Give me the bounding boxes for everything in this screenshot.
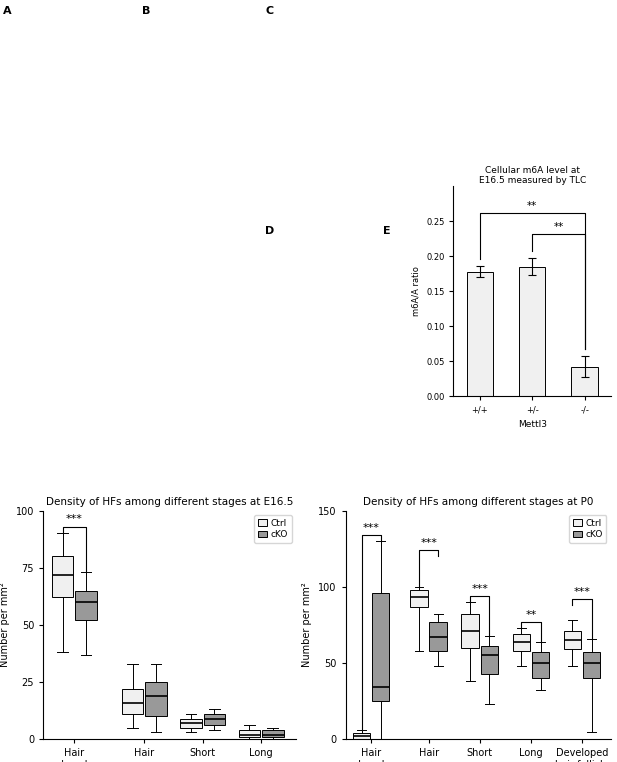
PathPatch shape	[146, 682, 167, 716]
Text: PCAD: PCAD	[164, 496, 184, 505]
PathPatch shape	[262, 730, 284, 737]
Text: ***: ***	[66, 514, 83, 524]
Text: ***: ***	[471, 584, 488, 594]
PathPatch shape	[429, 622, 447, 651]
PathPatch shape	[583, 652, 600, 678]
PathPatch shape	[462, 614, 479, 648]
Text: A: A	[3, 6, 12, 16]
Text: cKO (P0): cKO (P0)	[513, 407, 549, 416]
Text: ***: ***	[420, 538, 437, 548]
PathPatch shape	[239, 730, 260, 737]
Text: Ctrl (E16.5): Ctrl (E16.5)	[50, 407, 98, 416]
Bar	[519, 267, 545, 396]
Text: **: **	[525, 610, 537, 620]
PathPatch shape	[513, 634, 530, 651]
Text: E: E	[383, 226, 390, 236]
PathPatch shape	[52, 556, 73, 597]
PathPatch shape	[180, 719, 202, 728]
Title: Density of HFs among different stages at P0: Density of HFs among different stages at…	[363, 497, 594, 507]
Legend: Ctrl, cKO: Ctrl, cKO	[254, 515, 292, 543]
Text: Ctrl (P0): Ctrl (P0)	[365, 407, 400, 416]
Text: ***: ***	[363, 523, 379, 533]
Text: ***: ***	[574, 587, 590, 597]
PathPatch shape	[122, 689, 143, 714]
Text: PCAD: PCAD	[472, 496, 493, 505]
Text: PCAD: PCAD	[318, 496, 339, 505]
Y-axis label: Number per mm²: Number per mm²	[0, 582, 10, 668]
Text: PCAD: PCAD	[9, 496, 30, 505]
Y-axis label: m6A/A ratio: m6A/A ratio	[412, 266, 421, 316]
Bar	[466, 271, 493, 396]
Text: B: B	[142, 6, 151, 16]
PathPatch shape	[353, 733, 370, 739]
Text: F: F	[3, 407, 10, 417]
Text: **: **	[553, 222, 563, 232]
Text: D: D	[265, 226, 275, 236]
Legend: Ctrl, cKO: Ctrl, cKO	[569, 515, 607, 543]
PathPatch shape	[564, 631, 581, 649]
Text: **: **	[527, 200, 537, 211]
Title: Cellular m6A level at
E16.5 measured by TLC: Cellular m6A level at E16.5 measured by …	[479, 166, 586, 185]
Bar	[571, 367, 598, 396]
PathPatch shape	[532, 652, 549, 678]
Title: Density of HFs among different stages at E16.5: Density of HFs among different stages at…	[46, 497, 293, 507]
PathPatch shape	[481, 646, 498, 674]
PathPatch shape	[204, 714, 225, 725]
PathPatch shape	[372, 593, 389, 701]
X-axis label: Mettl3: Mettl3	[518, 420, 547, 429]
PathPatch shape	[75, 591, 97, 620]
Text: cKO (E16.5): cKO (E16.5)	[197, 407, 247, 416]
Text: C: C	[265, 6, 273, 16]
Y-axis label: Number per mm²: Number per mm²	[302, 582, 312, 668]
PathPatch shape	[410, 590, 428, 607]
